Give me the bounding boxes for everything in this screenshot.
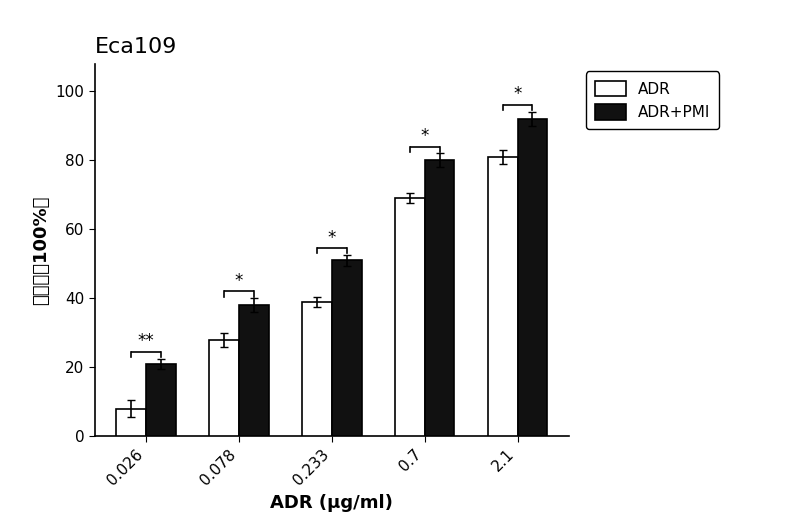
Bar [517, 119, 547, 436]
Text: **: ** [137, 332, 154, 350]
Bar [146, 364, 176, 436]
Bar [116, 409, 146, 436]
Bar [487, 157, 517, 436]
X-axis label: ADR (μg/ml): ADR (μg/ml) [270, 494, 393, 512]
Bar [332, 260, 362, 436]
Bar [395, 198, 425, 436]
Text: *: * [328, 229, 336, 247]
Y-axis label: 抑制率（100%）: 抑制率（100%） [32, 195, 50, 305]
Bar [425, 160, 454, 436]
Text: Eca109: Eca109 [95, 37, 177, 57]
Bar [239, 305, 269, 436]
Text: *: * [514, 86, 521, 104]
Bar [302, 302, 332, 436]
Bar [209, 340, 239, 436]
Text: *: * [420, 127, 429, 145]
Legend: ADR, ADR+PMI: ADR, ADR+PMI [586, 71, 720, 129]
Text: *: * [235, 272, 243, 290]
